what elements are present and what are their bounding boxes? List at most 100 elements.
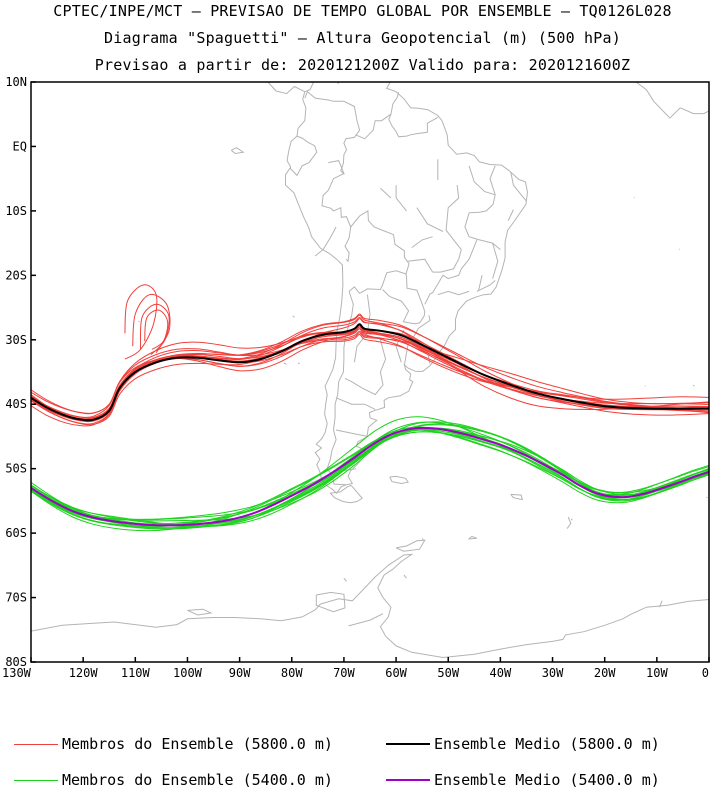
coastline-segment [403, 574, 407, 579]
lon-tick-label: 30W [542, 666, 564, 680]
coastline-segment [350, 210, 410, 277]
coastline-segment [621, 82, 636, 83]
lat-tick-label: 40S [5, 397, 27, 411]
coastline-segment [421, 537, 424, 540]
coastline-segment [407, 258, 434, 273]
coastline-segment [320, 553, 709, 659]
coastline-segment [510, 172, 527, 202]
coastline-segment [283, 362, 287, 365]
ensemble-means [31, 323, 709, 527]
coastline-segment [416, 207, 444, 232]
lat-tick-label: 20S [5, 268, 27, 282]
lon-tick-label: 10W [646, 666, 668, 680]
lon-tick-label: 90W [229, 666, 251, 680]
coastline-segment [329, 484, 363, 504]
legend-mean-5800: Ensemble Medio (5800.0 m) [386, 735, 660, 753]
legend-mean-5400: Ensemble Medio (5400.0 m) [386, 771, 660, 789]
lat-tick-label: 70S [5, 591, 27, 605]
lat-tick-label: EQ [13, 139, 27, 153]
coastline-segment [292, 315, 295, 318]
title-line-1: CPTEC/INPE/MCT – PREVISAO DE TEMPO GLOBA… [53, 2, 672, 20]
lon-tick-label: 20W [594, 666, 616, 680]
map-frame [30, 81, 710, 663]
coastline-segment [289, 135, 318, 177]
title-line-2: Diagrama "Spaguetti" – Altura Geopotenci… [104, 29, 621, 47]
lon-tick-label: 80W [281, 666, 303, 680]
coastline-segment [411, 236, 433, 249]
coastline-segment [507, 209, 514, 221]
coastline-segment [464, 204, 501, 250]
lon-tick-label: 100W [173, 666, 203, 680]
coastline-segment [31, 1, 41, 4]
coastline-segment [359, 27, 367, 31]
coastline-segment [321, 160, 352, 263]
lat-tick-label: 10N [5, 75, 27, 89]
coastline-segment [437, 290, 470, 296]
coastline-segment [468, 165, 496, 196]
mean-5400-contour [31, 426, 709, 527]
lat-tick-label: 10S [5, 204, 27, 218]
coastline-segment [566, 516, 572, 529]
title-line-3: Previsao a partir de: 2020121200Z Valido… [94, 56, 631, 74]
member-5800-contour [31, 326, 709, 426]
coastline-segment [395, 539, 426, 552]
coastline-segment [618, 52, 623, 64]
lat-tick-label: 80S [5, 655, 27, 669]
map-plot-area [31, 82, 709, 662]
coastline-segment [300, 27, 311, 32]
coastline-segment [659, 600, 663, 608]
coastline-segment [314, 226, 337, 257]
coastline-segment [365, 27, 371, 29]
legend-label-members-5400: Membros do Ensemble (5400.0 m) [62, 771, 333, 789]
coastline-segment [706, 496, 708, 499]
member-5800-loop [139, 303, 170, 355]
coastline-segment [693, 384, 695, 387]
coastline-segment [355, 113, 392, 140]
coastline-segment [285, 82, 529, 494]
coastline-segment [395, 185, 407, 212]
coastline-segment [343, 577, 347, 582]
coastline-segment [31, 603, 321, 632]
coastline-segment [348, 270, 407, 295]
coastline-segment [467, 535, 478, 540]
member-5800-loop [144, 309, 169, 350]
coastline-segment [580, 38, 589, 50]
mean-5800-contour [31, 323, 709, 422]
longitude-axis: 130W 120W 110W 100W 90W 80W 70W 60W 50W 40W 30W 20W… [2, 657, 710, 680]
lat-tick-label: 30S [5, 333, 27, 347]
lon-tick-label: 110W [121, 666, 151, 680]
coastline-segment [432, 185, 462, 273]
member-5800-loop [132, 293, 171, 353]
legend-label-mean-5800: Ensemble Medio (5800.0 m) [434, 735, 660, 753]
coastline-segment [633, 197, 635, 199]
coastline-segment [635, 82, 681, 119]
coastline-segment [678, 248, 681, 250]
lon-tick-label: 40W [490, 666, 512, 680]
lat-tick-label: 50S [5, 462, 27, 476]
coastline-segment [424, 239, 478, 305]
coastline-segment [344, 339, 387, 396]
legend-members-5400: Membros do Ensemble (5400.0 m) [14, 771, 333, 789]
coastline-segment [138, 320, 140, 323]
legend-swatch-members-5400 [14, 779, 58, 781]
lon-tick-label: 50W [437, 666, 459, 680]
lon-tick-label: 70W [333, 666, 355, 680]
coastline-segment [380, 187, 392, 199]
coastline-segment [315, 591, 346, 613]
legend-swatch-mean-5800 [386, 743, 430, 745]
coastline-segment [388, 92, 439, 138]
lon-tick-label: 60W [385, 666, 407, 680]
coastline-segment [267, 82, 306, 95]
coastline-segment [266, 0, 322, 18]
coastline-segment [510, 493, 523, 501]
legend-swatch-mean-5400 [386, 779, 430, 781]
coastline-segment [476, 280, 496, 292]
lon-tick-label: 0 [702, 666, 709, 680]
coastline-segment [297, 362, 300, 365]
latitude-axis: 10N EQ 10S 20S 30S 40S 50S 60S 70S 80S [5, 75, 36, 669]
coastline-segment [570, 518, 573, 521]
member-5400-contour [31, 421, 709, 521]
coastline-segment [644, 385, 646, 387]
coastline-segment [382, 276, 426, 325]
